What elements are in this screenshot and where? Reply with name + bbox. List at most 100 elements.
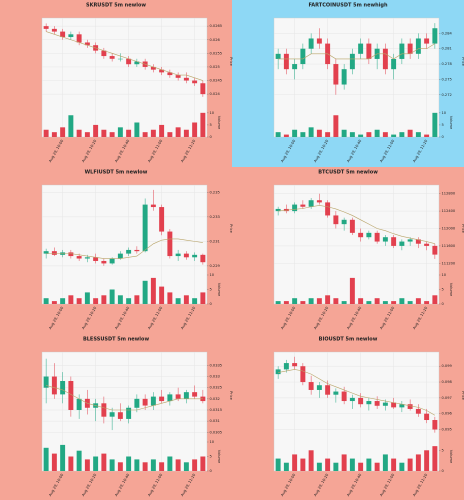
volume-bar xyxy=(43,298,49,304)
candle-body xyxy=(283,363,289,370)
candle-body xyxy=(341,69,347,85)
volume-bar xyxy=(308,127,314,137)
y-tick-label: 0.095 xyxy=(442,428,452,432)
y2-tick-label: 10 xyxy=(442,111,447,115)
volume-bar xyxy=(349,132,355,137)
chart-title: WLFIUSDT 5m newlow xyxy=(85,170,148,176)
candle-body xyxy=(333,391,339,395)
candle-body xyxy=(308,382,314,390)
candle-body xyxy=(68,381,74,410)
x-tick-label: Aug 29, 11:20 xyxy=(412,138,429,163)
volume-bar xyxy=(183,129,189,137)
volume-bar xyxy=(391,134,397,137)
candle-body xyxy=(415,38,421,54)
y-tick-label: 0.284 xyxy=(442,31,453,35)
candle-body xyxy=(399,241,405,246)
candle-body xyxy=(175,394,181,399)
volume-bar xyxy=(43,129,49,137)
volume-bar xyxy=(316,129,322,137)
volume-bar xyxy=(109,289,115,304)
volume-bar xyxy=(76,129,82,137)
candle-body xyxy=(275,369,281,375)
volume-bar xyxy=(333,298,339,304)
volume-bar xyxy=(200,292,206,304)
volume-bar xyxy=(325,458,331,471)
candle-body xyxy=(292,204,298,212)
volume-bar xyxy=(150,277,156,304)
x-tick-label: Aug 29, 10:00 xyxy=(280,305,297,330)
candle-body xyxy=(175,75,181,78)
volume-bar xyxy=(424,450,430,471)
candle-body xyxy=(333,64,339,85)
candle-body xyxy=(126,407,132,419)
plot-area xyxy=(41,184,208,305)
candle-body xyxy=(117,412,123,419)
candle-body xyxy=(142,398,148,406)
volume-bar xyxy=(150,459,156,471)
x-tick-label: Aug 29, 10:40 xyxy=(114,472,131,497)
volume-bar xyxy=(374,462,380,471)
volume-bar xyxy=(292,129,298,137)
volume-bar xyxy=(109,132,115,137)
candle-body xyxy=(358,397,364,405)
candle-body xyxy=(51,251,57,255)
y2-tick-label: 5 xyxy=(210,288,212,292)
volume-bar xyxy=(126,298,132,304)
plot-area xyxy=(273,17,440,138)
x-tick-label: Aug 29, 10:20 xyxy=(81,305,98,330)
candle-body xyxy=(316,385,322,390)
candle-body xyxy=(308,38,314,49)
x-tick-label: Aug 29, 10:00 xyxy=(48,138,65,163)
x-tick-label: Aug 29, 10:40 xyxy=(114,305,131,330)
y-tick-label: 112000 xyxy=(442,227,456,231)
y2-tick-label: 5 xyxy=(210,123,212,127)
candle-body xyxy=(366,232,372,238)
candle-body xyxy=(349,397,355,402)
candle-body xyxy=(349,53,355,70)
y-tick-label: 0.0265 xyxy=(210,24,223,28)
chart-title: BIOUSDT 5m newlow xyxy=(319,337,378,343)
volume-bar xyxy=(300,132,306,137)
y-tick-label: 0.025 xyxy=(210,65,220,69)
candle-body xyxy=(407,404,413,409)
volume-bar xyxy=(117,295,123,304)
y-tick-label: 0.097 xyxy=(442,396,452,400)
y2-tick-label: 0 xyxy=(210,302,213,306)
volume-bar xyxy=(333,462,339,471)
candle-body xyxy=(117,253,123,259)
volume-bar xyxy=(407,458,413,471)
volume-bar xyxy=(349,458,355,471)
volume-bar xyxy=(308,298,314,304)
x-tick-label: Aug 29, 10:00 xyxy=(280,138,297,163)
volume-bar xyxy=(159,462,165,471)
y-tick-label: 0.099 xyxy=(442,364,453,368)
moving-average xyxy=(278,205,435,245)
candle-body xyxy=(126,58,132,65)
volume-bar xyxy=(358,134,364,137)
volume-bar xyxy=(391,458,397,471)
y-tick-label: 112400 xyxy=(442,209,456,213)
x-tick-label: Aug 29, 11:00 xyxy=(147,472,164,497)
candle-body xyxy=(300,48,306,65)
candle-body xyxy=(358,232,364,238)
volume-bar xyxy=(341,129,347,137)
candle-body xyxy=(316,38,322,44)
y2-tick-label: 0 xyxy=(210,135,213,139)
x-tick-label: Aug 29, 10:00 xyxy=(48,472,65,497)
candle-body xyxy=(300,204,306,207)
y-tick-label: 0.281 xyxy=(442,47,452,51)
volume-bar xyxy=(84,132,90,137)
x-tick-label: Aug 29, 10:00 xyxy=(48,305,65,330)
candle-body xyxy=(382,402,388,406)
x-tick-label: Aug 29, 11:00 xyxy=(379,138,396,163)
candle-body xyxy=(300,366,306,383)
candle-body xyxy=(175,253,181,257)
candle-body xyxy=(432,28,438,44)
candle-body xyxy=(183,77,189,81)
y-tick-label: 0.0245 xyxy=(210,79,223,83)
volume-bar xyxy=(432,446,438,471)
volume-bar xyxy=(126,456,132,471)
y-tick-label: 111200 xyxy=(442,261,456,265)
volume-bar xyxy=(175,298,181,304)
y-tick-label: 0.231 xyxy=(210,239,220,243)
